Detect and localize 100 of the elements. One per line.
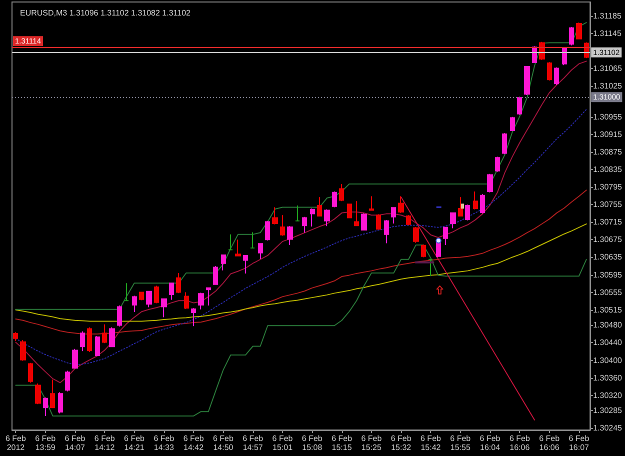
candlestick bbox=[376, 214, 381, 230]
candlestick bbox=[132, 295, 137, 313]
candlestick bbox=[243, 254, 248, 274]
candlestick bbox=[35, 383, 41, 405]
candlestick bbox=[65, 370, 70, 392]
candlestick bbox=[347, 203, 352, 219]
x-tick-label: 6 Feb 16:06 bbox=[539, 434, 560, 452]
x-tick-label: 6 Feb 16:06 bbox=[509, 434, 530, 452]
candlestick bbox=[161, 298, 167, 318]
candlestick bbox=[13, 332, 18, 342]
candlestick bbox=[176, 272, 181, 294]
candlestick bbox=[139, 291, 144, 301]
candlestick bbox=[524, 66, 530, 96]
line-series bbox=[15, 22, 587, 310]
x-tick-label: 6 Feb 14:07 bbox=[64, 434, 86, 452]
candlestick bbox=[398, 196, 404, 214]
y-tick-label: 1.30320 bbox=[593, 390, 623, 400]
y-tick-label: 1.30675 bbox=[593, 235, 623, 244]
candlestick bbox=[109, 326, 115, 348]
y-tick-label: 1.30755 bbox=[593, 200, 623, 210]
candlestick bbox=[191, 308, 196, 327]
text: EURUSD,M3 1.31096 1.31102 1.31082 1.31102 bbox=[20, 8, 192, 18]
candlestick bbox=[576, 22, 582, 40]
candlestick bbox=[95, 336, 100, 356]
candlestick bbox=[547, 62, 552, 81]
y-tick-label: 1.30835 bbox=[593, 165, 623, 174]
line-series bbox=[15, 244, 587, 416]
candlestick bbox=[473, 190, 478, 210]
y-tick-label: 1.30555 bbox=[593, 288, 623, 297]
candlestick bbox=[184, 292, 189, 310]
x-tick-label: 6 Feb 13:59 bbox=[35, 434, 56, 452]
candlestick bbox=[58, 392, 63, 414]
candlestick bbox=[458, 196, 463, 217]
candlestick bbox=[339, 183, 344, 202]
candlestick bbox=[502, 132, 507, 155]
line-series bbox=[15, 60, 587, 384]
candlestick bbox=[287, 226, 293, 246]
candlestick bbox=[169, 282, 174, 300]
x-tick-label: 6 Feb 15:32 bbox=[390, 434, 412, 452]
x-tick-label: 6 Feb 15:08 bbox=[302, 434, 323, 452]
candlestick bbox=[228, 234, 233, 250]
x-tick-label: 6 Feb 14:33 bbox=[154, 434, 175, 452]
line-series bbox=[15, 108, 587, 366]
candlestick bbox=[280, 214, 285, 236]
candlestick bbox=[72, 348, 78, 370]
candlestick bbox=[317, 196, 322, 217]
candlestick bbox=[198, 292, 204, 310]
y-tick-label: 1.30795 bbox=[593, 182, 623, 192]
y-tick-label: 1.30715 bbox=[593, 218, 623, 227]
candlestick bbox=[20, 340, 26, 362]
candlestick bbox=[146, 290, 152, 308]
candlestick bbox=[235, 239, 241, 257]
y-tick-label: 1.30440 bbox=[593, 338, 623, 348]
x-tick-label: 6 Feb 14:12 bbox=[94, 434, 116, 452]
candlestick bbox=[310, 208, 315, 228]
x-tick-label: 6 Feb 15:42 bbox=[420, 434, 442, 452]
candlestick bbox=[384, 219, 389, 244]
y-tick-label: 1.30285 bbox=[593, 406, 623, 416]
y-tick-label: 1.30915 bbox=[593, 130, 623, 139]
candlestick bbox=[369, 196, 374, 211]
x-tick-label: 6 Feb 15:25 bbox=[361, 434, 382, 452]
candlestick bbox=[562, 47, 567, 66]
y-tick-label: 1.31025 bbox=[593, 82, 623, 91]
candlestick bbox=[443, 226, 448, 246]
candlestick bbox=[406, 214, 411, 226]
candlestick bbox=[87, 326, 92, 352]
candlestick bbox=[206, 286, 211, 306]
y-tick-label: 1.30400 bbox=[593, 356, 623, 365]
candlestick bbox=[213, 265, 218, 286]
candlestick bbox=[265, 220, 270, 242]
y-tick-label: 1.30515 bbox=[593, 305, 623, 314]
candlestick bbox=[102, 324, 107, 344]
candlestick bbox=[80, 330, 85, 352]
y-tick-label: 1.30480 bbox=[593, 320, 623, 330]
y-tick-label: 1.30595 bbox=[593, 270, 623, 280]
candlestick bbox=[302, 216, 307, 234]
candlestick bbox=[324, 208, 330, 227]
line-series bbox=[15, 190, 587, 334]
candlestick bbox=[450, 212, 456, 229]
y-tick-label: 1.30360 bbox=[593, 373, 623, 382]
y-tick-label: 1.30635 bbox=[593, 252, 623, 262]
y-tick-label: 1.30955 bbox=[593, 112, 623, 122]
candlestick bbox=[332, 190, 337, 208]
candlestick bbox=[421, 244, 426, 258]
x-tick-label: 6 Feb 2012 bbox=[5, 434, 26, 452]
candlestick bbox=[250, 232, 255, 249]
x-tick-label: 6 Feb 16:04 bbox=[480, 434, 501, 452]
x-tick-label: 6 Feb 15:15 bbox=[332, 434, 353, 452]
y-tick-label: 1.30245 bbox=[593, 424, 623, 433]
candlestick bbox=[124, 282, 129, 302]
x-tick-label: 6 Feb 15:01 bbox=[272, 434, 294, 452]
candlestick bbox=[413, 226, 419, 244]
candlestick bbox=[569, 26, 574, 46]
candlestick bbox=[117, 304, 122, 328]
candlestick bbox=[480, 194, 485, 214]
x-tick-label: 6 Feb 14:42 bbox=[183, 434, 204, 452]
x-tick-label: 6 Feb 16:07 bbox=[568, 434, 590, 452]
candlestick bbox=[487, 173, 493, 193]
candlestick bbox=[154, 285, 159, 304]
candlestick bbox=[354, 200, 359, 227]
